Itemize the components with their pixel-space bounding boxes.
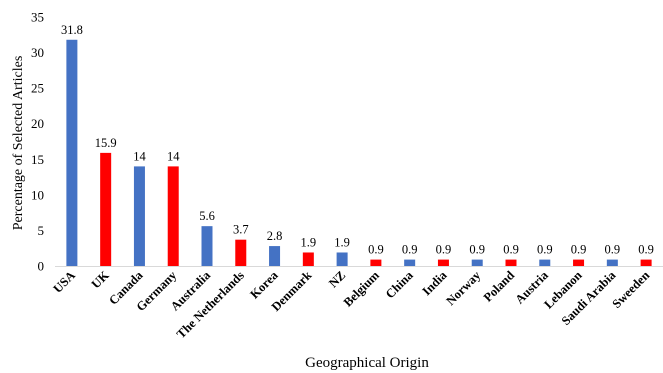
y-tick-label: 25 bbox=[31, 81, 44, 96]
bar-value-label: 0.9 bbox=[402, 243, 418, 257]
x-axis-title: Geographical Origin bbox=[305, 355, 429, 371]
bar-value-label: 0.9 bbox=[571, 243, 587, 257]
bar bbox=[471, 259, 483, 266]
bar-value-label: 2.8 bbox=[267, 229, 283, 243]
bar bbox=[539, 259, 551, 266]
x-category-label: Poland bbox=[481, 268, 517, 304]
bar bbox=[133, 166, 145, 266]
data-labels: 31.8 15.9 14 14 5.6 3.7 2.8 1.9 1.9 0.9 0.9 0.9 0.9 0… bbox=[61, 23, 654, 257]
x-category-label: NZ bbox=[326, 268, 348, 290]
bar bbox=[66, 39, 78, 266]
bar bbox=[606, 259, 618, 266]
bar-value-label: 0.9 bbox=[503, 243, 519, 257]
x-category-label: China bbox=[383, 268, 417, 302]
bar-value-label: 0.9 bbox=[436, 243, 452, 257]
y-tick-label: 10 bbox=[31, 187, 44, 202]
x-category-label: UK bbox=[89, 268, 112, 291]
bar bbox=[437, 259, 449, 266]
bar bbox=[404, 259, 416, 266]
y-tick-label: 35 bbox=[31, 10, 44, 25]
bar bbox=[370, 259, 382, 266]
bar bbox=[100, 152, 112, 266]
bar bbox=[235, 239, 247, 266]
bar-value-label: 14 bbox=[167, 149, 180, 163]
bar bbox=[336, 252, 348, 266]
y-tick-label: 20 bbox=[31, 116, 44, 131]
bar-value-label: 0.9 bbox=[605, 243, 621, 257]
bar-value-label: 31.8 bbox=[61, 23, 83, 37]
bars bbox=[66, 39, 652, 266]
bar bbox=[167, 166, 179, 266]
bar-value-label: 1.9 bbox=[334, 235, 350, 249]
y-tick-label: 5 bbox=[38, 223, 45, 238]
bar-value-label: 5.6 bbox=[199, 209, 215, 223]
x-category-label: USA bbox=[50, 268, 78, 296]
y-axis-ticks: 0 5 10 15 20 25 30 35 bbox=[31, 10, 44, 274]
bar-value-label: 0.9 bbox=[469, 243, 485, 257]
bar bbox=[573, 259, 585, 266]
x-category-label: Norway bbox=[443, 268, 483, 308]
x-category-label: India bbox=[420, 268, 451, 299]
y-axis-title: Percentage of Selected Articles bbox=[11, 56, 26, 231]
bar bbox=[640, 259, 652, 266]
bar-value-label: 3.7 bbox=[233, 223, 249, 237]
bar-value-label: 14 bbox=[133, 149, 146, 163]
bar bbox=[269, 246, 281, 266]
bar-value-label: 0.9 bbox=[368, 243, 384, 257]
bar-value-label: 0.9 bbox=[537, 243, 553, 257]
bar-value-label: 0.9 bbox=[638, 243, 654, 257]
y-tick-label: 0 bbox=[38, 259, 45, 274]
bar bbox=[201, 226, 213, 266]
bar bbox=[505, 259, 517, 266]
y-tick-label: 15 bbox=[31, 152, 44, 167]
x-category-label: Belgium bbox=[341, 268, 383, 310]
x-category-label: Sweeden bbox=[609, 268, 652, 311]
y-tick-label: 30 bbox=[31, 45, 44, 60]
bar-value-label: 15.9 bbox=[95, 136, 117, 150]
bar bbox=[302, 252, 314, 266]
bar-value-label: 1.9 bbox=[301, 235, 317, 249]
